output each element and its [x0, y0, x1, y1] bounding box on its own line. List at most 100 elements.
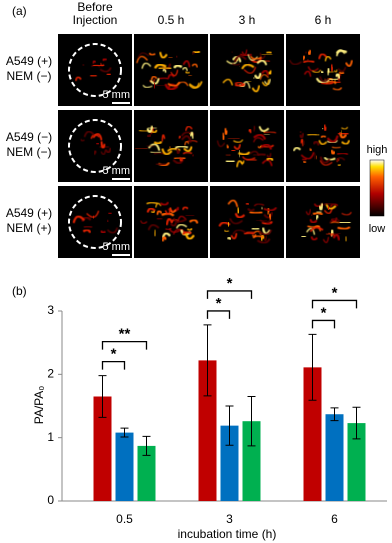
vessel: [304, 50, 308, 54]
vessel: [165, 227, 172, 231]
vessel: [158, 77, 170, 80]
vessel: [100, 230, 107, 234]
vessel: [319, 76, 330, 83]
vessel: [184, 125, 193, 132]
vessel: [95, 142, 100, 145]
vessel: [256, 59, 268, 66]
significance-bracket: [206, 290, 253, 299]
vessel: [319, 160, 333, 166]
column-header: Injection: [73, 13, 118, 27]
vessel: [148, 52, 156, 56]
vessel: [332, 87, 343, 91]
vessel: [318, 203, 324, 211]
vessel: [306, 227, 316, 235]
vessel: [320, 135, 327, 139]
scale-label: 5 mm: [103, 89, 131, 101]
vessel: [240, 160, 245, 164]
vessel: [181, 135, 192, 143]
vessel: [300, 152, 315, 160]
vessel: [330, 149, 336, 155]
vessel: [252, 76, 256, 79]
vessel: [74, 76, 82, 82]
vessel: [333, 69, 338, 73]
bar: [198, 360, 217, 501]
vessel: [264, 60, 271, 63]
vessel: [302, 55, 306, 61]
column-header: Before: [77, 0, 113, 14]
vessel: [233, 139, 244, 143]
panel-label: (b): [12, 284, 27, 298]
vessel: [302, 59, 315, 64]
vessel: [224, 128, 229, 135]
vessel: [319, 156, 331, 164]
vessel: [140, 220, 148, 224]
bar: [220, 425, 239, 501]
vessel: [222, 132, 225, 141]
x-tick-label: 3: [226, 512, 233, 526]
bar: [93, 396, 112, 501]
vessel: [232, 229, 246, 235]
vessel: [106, 227, 119, 234]
vessel: [337, 132, 349, 136]
vessel: [216, 140, 226, 148]
error-bar: [330, 407, 339, 422]
vessel: [337, 163, 342, 167]
x-tick-label: 6: [331, 512, 338, 526]
vessel: [172, 157, 185, 165]
significance-label: *: [111, 346, 117, 363]
row-label: NEM (+): [7, 221, 52, 235]
vessel: [320, 70, 325, 74]
colorbar: [369, 159, 385, 217]
vessel: [309, 148, 313, 152]
error-bar: [247, 396, 256, 447]
vessel: [267, 70, 273, 75]
vessel: [185, 71, 191, 74]
vessel: [100, 141, 106, 149]
vessel: [260, 143, 273, 150]
vessel: [192, 51, 196, 55]
bar: [242, 421, 261, 501]
significance-label: *: [227, 275, 233, 292]
error-bar: [308, 333, 317, 401]
vessel: [259, 52, 266, 60]
vessel: [234, 83, 246, 88]
bar: [347, 423, 366, 501]
significance-label: *: [321, 304, 327, 321]
row-label: NEM (−): [7, 145, 52, 159]
pa-image: [286, 34, 360, 106]
bar: [115, 432, 134, 501]
y-axis-label: PA/PA₀: [32, 386, 46, 425]
pa-image: [58, 186, 132, 258]
significance-label: **: [119, 326, 131, 343]
colorbar-high: high: [367, 144, 388, 156]
vessel: [172, 228, 186, 235]
bar: [303, 367, 322, 501]
vessel: [318, 140, 328, 145]
vessel: [173, 156, 186, 160]
vessel: [155, 162, 166, 166]
scale-label: 5 mm: [103, 165, 131, 177]
vessel: [243, 66, 257, 74]
tumor-outline: [68, 119, 122, 173]
vessel: [249, 55, 262, 60]
vessel: [146, 125, 154, 134]
tumor-outline: [68, 195, 122, 249]
vessel: [326, 67, 331, 76]
vessel: [231, 62, 241, 66]
vessel: [156, 217, 163, 221]
panel-label: (a): [12, 4, 27, 18]
vessel: [72, 215, 86, 224]
vessel: [261, 159, 273, 167]
vessel: [146, 207, 156, 213]
vessel: [329, 218, 341, 224]
vessel: [107, 212, 113, 215]
vessel: [173, 64, 183, 69]
vessel: [253, 125, 256, 132]
error-bar: [352, 406, 361, 440]
vessel: [263, 131, 277, 134]
vessel: [170, 69, 179, 77]
vessel: [263, 235, 268, 242]
vessel: [261, 206, 264, 210]
vessel: [226, 236, 232, 241]
vessel: [239, 53, 252, 57]
